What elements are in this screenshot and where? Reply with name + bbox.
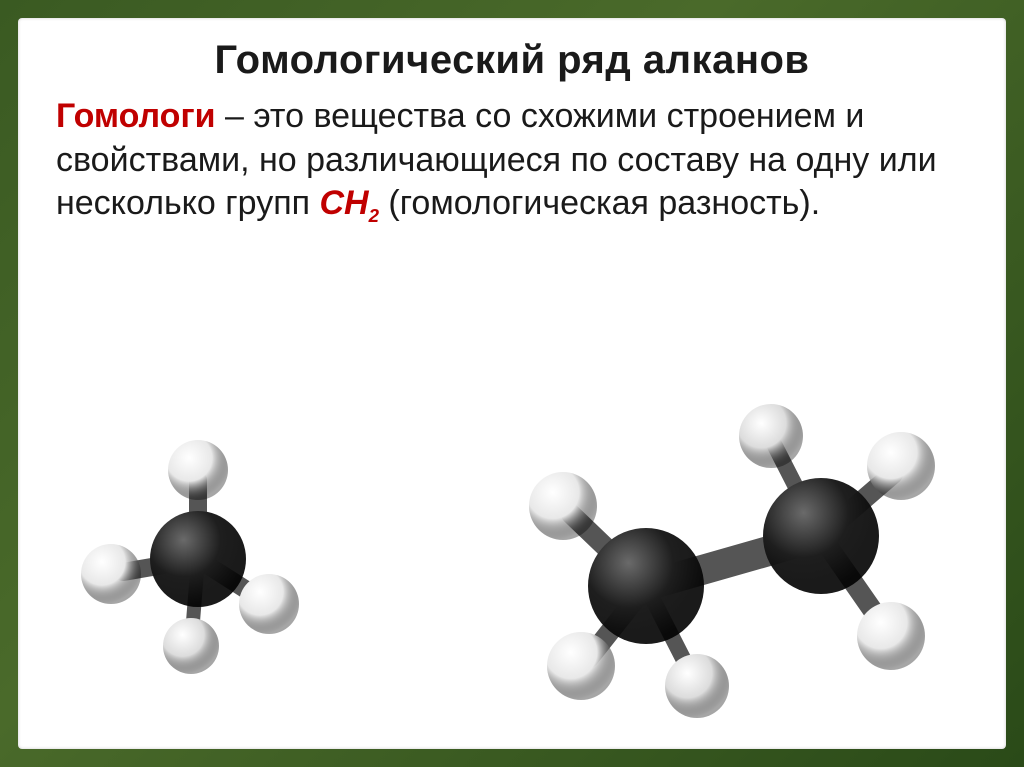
molecule-methane — [73, 434, 323, 689]
slide-title: Гомологический ряд алканов — [56, 38, 968, 83]
slide-body: Гомологический ряд алканов Гомологи – эт… — [18, 18, 1006, 749]
formula-sub: 2 — [369, 205, 379, 226]
formula-base: CH — [319, 184, 368, 222]
slide-frame: Гомологический ряд алканов Гомологи – эт… — [0, 0, 1024, 767]
formula-ch2: CH2 — [319, 184, 379, 222]
definition-paragraph: Гомологи – это вещества со схожими строе… — [56, 95, 968, 228]
molecule-ethane — [471, 396, 971, 731]
molecule-area — [18, 379, 1006, 749]
para-part2: (гомологическая разность). — [379, 184, 820, 222]
term-highlight: Гомологи — [56, 97, 216, 135]
